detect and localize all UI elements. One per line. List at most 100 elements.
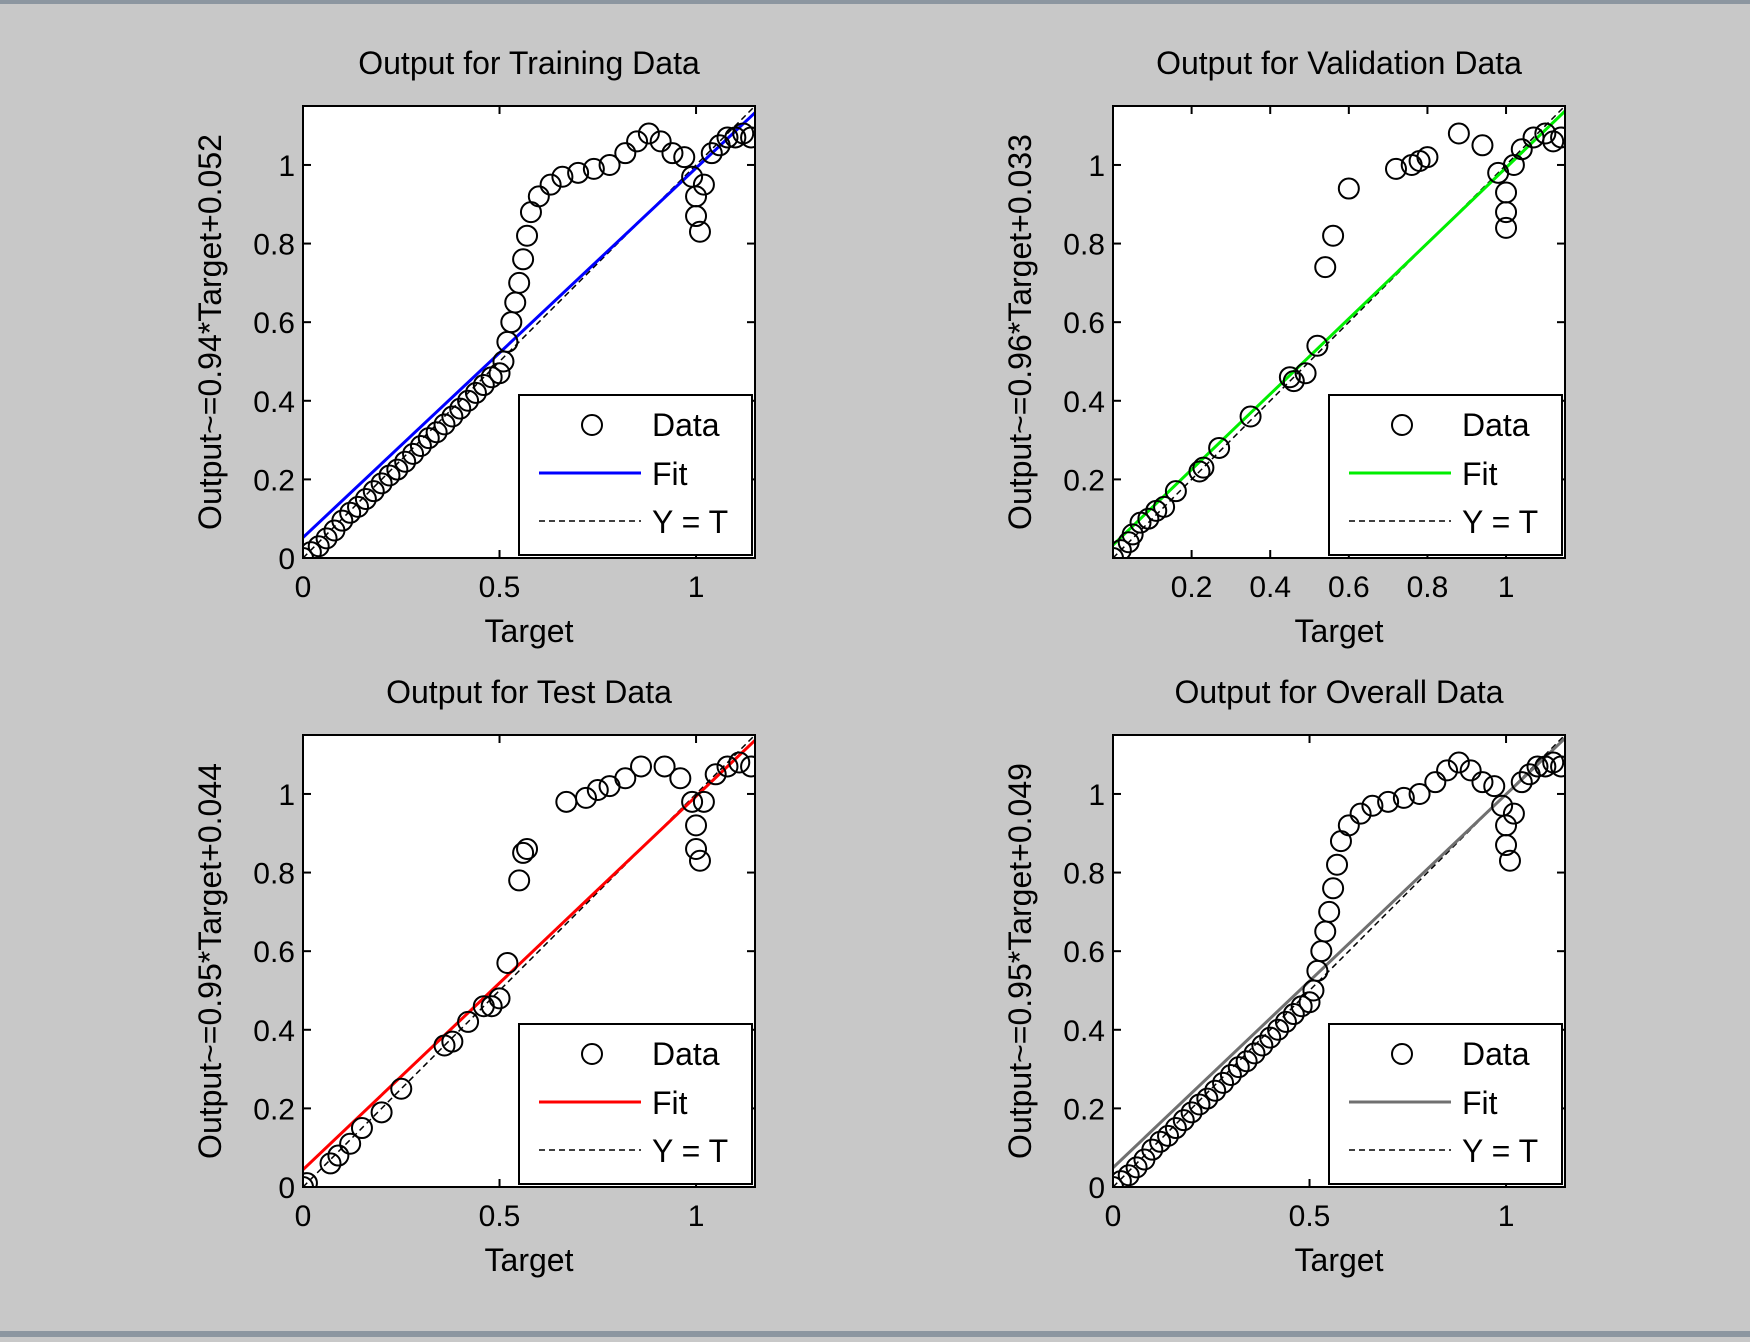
x-tick-label: 0.8	[1407, 571, 1449, 604]
x-tick-label: 1	[688, 571, 705, 604]
data-point	[1164, 1117, 1187, 1140]
legend-marker-data	[581, 1043, 603, 1065]
legend-label: Y = T	[652, 504, 728, 540]
data-point	[1416, 146, 1439, 169]
data-point	[1278, 366, 1301, 389]
y-tick-label: 1	[1088, 779, 1105, 812]
data-point	[649, 130, 672, 153]
data-point	[472, 374, 495, 397]
data-point	[1137, 507, 1160, 530]
y-tick-label: 0.2	[1063, 1093, 1105, 1126]
data-point	[516, 837, 539, 860]
data-point	[1267, 1018, 1290, 1041]
data-point	[1188, 1093, 1211, 1116]
data-point	[433, 413, 456, 436]
y-tick-label: 0.8	[253, 229, 295, 262]
legend-label: Y = T	[1462, 1133, 1538, 1169]
x-tick-label: 0	[1105, 1200, 1122, 1233]
x-tick-label: 0.6	[1328, 571, 1370, 604]
data-point	[1534, 122, 1557, 145]
axes-frame	[1112, 105, 1566, 559]
data-point	[551, 165, 574, 188]
data-point	[1436, 759, 1459, 782]
data-point	[1550, 126, 1565, 149]
data-point	[394, 450, 417, 473]
data-point	[1447, 122, 1470, 145]
y-tick-label: 0.8	[1063, 858, 1105, 891]
data-point	[1251, 1034, 1274, 1057]
data-point	[516, 224, 539, 247]
y-tick-label: 0.4	[253, 386, 295, 419]
y-tick-label: 0.8	[253, 858, 295, 891]
data-point	[1349, 802, 1372, 825]
data-point	[386, 458, 409, 481]
data-point	[417, 427, 440, 450]
data-point	[567, 161, 590, 184]
data-point	[319, 1152, 342, 1175]
legend-marker-data	[581, 414, 603, 436]
data-point	[512, 841, 535, 864]
data-point	[488, 987, 511, 1010]
data-point	[327, 1144, 350, 1167]
data-point	[488, 362, 511, 385]
data-point	[1274, 1010, 1297, 1033]
data-point	[692, 173, 715, 196]
data-point	[685, 205, 708, 228]
x-tick-label: 0	[295, 1200, 312, 1233]
data-point	[1208, 436, 1231, 459]
data-point	[1314, 256, 1337, 279]
data-point	[1282, 370, 1305, 393]
identity-line	[303, 106, 755, 558]
data-point	[1510, 138, 1533, 161]
x-axis-label: Target	[1295, 613, 1384, 649]
y-tick-label: 0.6	[1063, 936, 1105, 969]
data-point	[582, 157, 605, 180]
y-tick-label: 1	[278, 779, 295, 812]
data-point	[637, 122, 660, 145]
legend-label: Data	[1462, 407, 1530, 443]
data-point	[480, 995, 503, 1018]
data-point	[409, 434, 432, 457]
legend-label: Fit	[652, 1085, 688, 1121]
x-tick-label: 1	[688, 1200, 705, 1233]
x-tick-label: 0.5	[1289, 1200, 1331, 1233]
data-point	[1212, 1071, 1235, 1094]
fit-line	[1113, 110, 1565, 547]
data-point	[598, 153, 621, 176]
data-point	[1322, 224, 1345, 247]
y-tick-label: 0.4	[1063, 1015, 1105, 1048]
data-point	[441, 1030, 464, 1053]
fit-line	[1113, 737, 1565, 1169]
data-point	[1282, 1003, 1305, 1026]
axes-frame	[302, 105, 756, 559]
legend-box	[1328, 394, 1563, 556]
legend-box	[518, 394, 753, 556]
data-point	[527, 185, 550, 208]
data-point	[1459, 759, 1482, 782]
y-tick-label: 0	[278, 1172, 295, 1205]
data-point	[1361, 794, 1384, 817]
data-point	[508, 869, 531, 892]
legend-label: Fit	[1462, 1085, 1498, 1121]
fit-line	[303, 739, 755, 1171]
data-point	[1164, 480, 1187, 503]
window-bottom-border	[0, 1331, 1750, 1337]
y-axis-label: Output~=0.95*Target+0.044	[192, 763, 228, 1159]
legend-label: Y = T	[1462, 504, 1538, 540]
data-point	[315, 527, 338, 550]
legend-box	[1328, 1023, 1563, 1185]
legend: Data Fit Y = T	[1328, 394, 1563, 556]
data-point	[1157, 1124, 1180, 1147]
data-point	[1125, 1156, 1148, 1179]
x-tick-label: 0	[295, 571, 312, 604]
data-point	[1471, 771, 1494, 794]
y-axis-label: Output~=0.96*Target+0.033	[1002, 134, 1038, 530]
data-point	[1498, 849, 1521, 872]
data-point	[1219, 1063, 1242, 1086]
y-tick-label: 0.6	[1063, 307, 1105, 340]
data-point	[1526, 755, 1549, 778]
data-point	[661, 142, 684, 165]
x-tick-label: 0.4	[1249, 571, 1291, 604]
data-point	[1239, 405, 1262, 428]
